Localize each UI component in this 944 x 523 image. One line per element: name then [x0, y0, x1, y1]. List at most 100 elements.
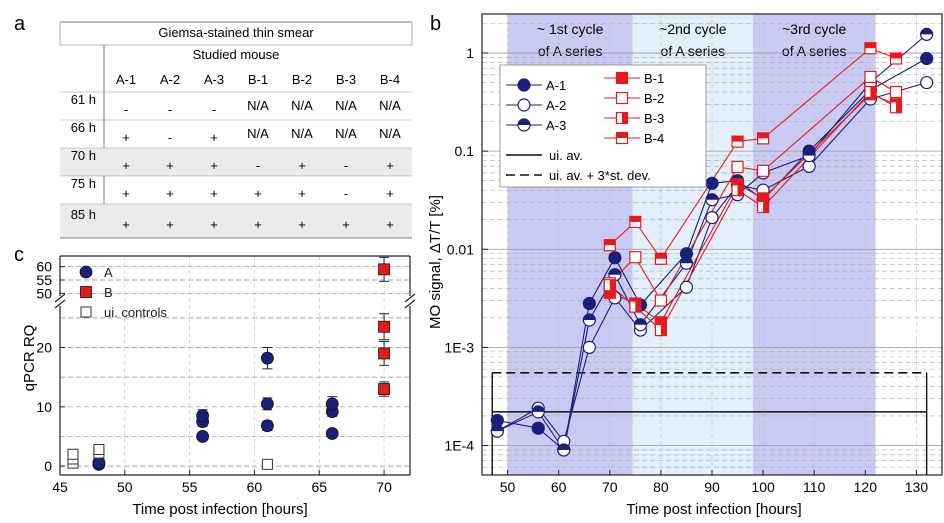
y-tick-label: 10 [36, 399, 52, 415]
table-col-header: B-1 [248, 72, 268, 87]
table-cell: + [210, 130, 218, 145]
qpcr-xlabel: Time post infection [hours] [132, 501, 307, 518]
table-col-header: A-2 [160, 72, 180, 87]
legend-label: ui. controls [104, 305, 167, 320]
data-point-half [803, 149, 816, 156]
legend-label: B [104, 285, 113, 300]
data-point [705, 176, 719, 190]
table-cell: - [168, 130, 172, 145]
x-tick-label: 130 [905, 479, 929, 495]
data-point [920, 75, 934, 90]
table-cell: + [386, 186, 394, 201]
data-point-half [732, 136, 744, 142]
table-cell: + [166, 158, 174, 173]
x-tick-label: 120 [854, 479, 878, 495]
data-point-half [635, 301, 641, 313]
table-cell: + [386, 217, 394, 232]
data-point-half [604, 239, 616, 246]
mo-ylabel: MO signal, ΔT/T [%] [427, 195, 444, 329]
legend-label: A-1 [546, 78, 566, 93]
data-point-half [609, 279, 616, 291]
table-cell: N/A [379, 98, 401, 113]
data-point-B [378, 263, 390, 276]
data-point-half [608, 268, 621, 275]
x-tick-label: 50 [117, 479, 133, 495]
y-tick-label: 0 [44, 458, 52, 474]
x-tick-label: 70 [376, 479, 392, 495]
data-point-half [920, 28, 933, 35]
data-point-A [196, 430, 209, 443]
data-point [582, 296, 596, 311]
data-point [608, 251, 622, 265]
data-point-B [378, 320, 390, 333]
data-point-B [378, 383, 390, 395]
data-point-ui-controls [67, 448, 79, 460]
data-point [705, 211, 719, 225]
table-cell: + [210, 186, 218, 201]
table-row-time: 75 h [71, 176, 96, 191]
table-title: Giemsa-stained thin smear [158, 25, 314, 40]
data-point-ui-controls [93, 444, 105, 456]
table-cell: N/A [291, 98, 313, 113]
x-tick-label: 50 [500, 479, 516, 495]
x-tick-label: 45 [52, 479, 68, 495]
data-point-half [532, 405, 545, 412]
axis-break-mark [404, 293, 416, 303]
data-point [654, 294, 667, 307]
table-cell: N/A [335, 98, 357, 113]
table-cell: + [122, 158, 130, 173]
table-cell: + [210, 158, 218, 173]
axis-break-mark [404, 299, 416, 309]
data-point-A [196, 409, 209, 423]
table-col-header: A-1 [116, 72, 136, 87]
axis-break-mark [54, 299, 66, 309]
data-point [731, 160, 744, 174]
legend-label: B-4 [644, 131, 664, 146]
table-cell: + [342, 217, 350, 232]
table-cell: N/A [247, 98, 269, 113]
y-tick-label: 1E-4 [444, 437, 474, 453]
table-row-time: 70 h [71, 148, 96, 163]
cycle-band-label: ~2nd cycle [659, 21, 727, 37]
table-row-time: 61 h [71, 92, 96, 107]
data-point-half [660, 324, 667, 336]
x-tick-label: 70 [602, 479, 618, 495]
table-cell: N/A [379, 126, 401, 141]
legend-label: A-3 [546, 118, 566, 133]
data-point-half [629, 216, 641, 222]
data-point-A [325, 427, 339, 440]
table-cell: + [122, 130, 130, 145]
y-tick-label: 0.01 [447, 241, 474, 257]
data-point-half [491, 425, 504, 432]
table-row-shade [60, 204, 412, 238]
legend-marker [80, 306, 92, 318]
table-cell: + [298, 158, 306, 173]
table-cell: + [254, 186, 262, 201]
table-cell: - [256, 158, 260, 173]
legend-label: ui. av. [549, 148, 583, 163]
table-cell: + [122, 186, 130, 201]
data-point [615, 91, 629, 105]
data-point [757, 164, 770, 177]
cycle-band [752, 14, 876, 475]
table-cell: + [166, 186, 174, 201]
data-point-half [706, 193, 718, 200]
table-cell: + [254, 217, 262, 232]
data-point-half [757, 132, 769, 139]
qpcr-chart: qPCR RQ Time post infection [hours] 0 10 2… [21, 255, 416, 518]
table-cell: + [298, 217, 306, 232]
data-point [517, 78, 531, 92]
data-point-A [325, 397, 339, 411]
table-col-header: B-3 [336, 72, 356, 87]
table-cell: + [166, 217, 174, 232]
data-point [889, 85, 903, 99]
table-col-header: B-2 [292, 72, 312, 87]
data-point [864, 70, 877, 84]
y-tick-label: 60 [36, 259, 52, 275]
x-tick-label: 100 [751, 479, 775, 495]
data-point [920, 51, 934, 66]
cycle-band-label: ~ 1st cycle [537, 21, 604, 37]
data-point-half [896, 101, 902, 113]
data-point-ui-controls [261, 458, 273, 470]
table-cell: N/A [291, 126, 313, 141]
